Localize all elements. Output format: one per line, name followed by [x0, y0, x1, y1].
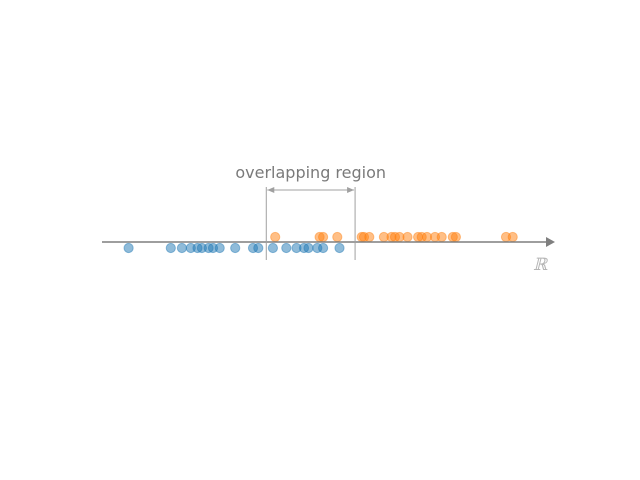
class-a-point [214, 242, 225, 254]
class-a-point [230, 242, 241, 254]
class-a-point [165, 242, 176, 254]
region-right-arrowhead [347, 187, 355, 193]
class-b-point [507, 231, 518, 243]
overlapping-region-label: overlapping region [235, 163, 386, 182]
class-b-point [436, 231, 447, 243]
class-a-point [303, 242, 314, 254]
class-b-point [450, 231, 461, 243]
class-a-point [267, 242, 278, 254]
class-b-points [270, 231, 518, 243]
class-b-point [270, 231, 281, 243]
class-b-point [318, 231, 329, 243]
class-a-point [253, 242, 264, 254]
class-a-point [281, 242, 292, 254]
class-b-point [364, 231, 375, 243]
class-a-point [318, 242, 329, 254]
real-numbers-symbol: ℝ [533, 255, 549, 275]
overlap-bracket [265, 187, 356, 260]
class-a-point [334, 242, 345, 254]
class-a-points [123, 242, 345, 254]
axis-arrowhead [546, 237, 555, 247]
region-left-arrowhead [267, 187, 275, 193]
class-b-point [402, 231, 413, 243]
class-a-point [123, 242, 134, 254]
class-a-point [176, 242, 187, 254]
class-b-point [332, 231, 343, 243]
